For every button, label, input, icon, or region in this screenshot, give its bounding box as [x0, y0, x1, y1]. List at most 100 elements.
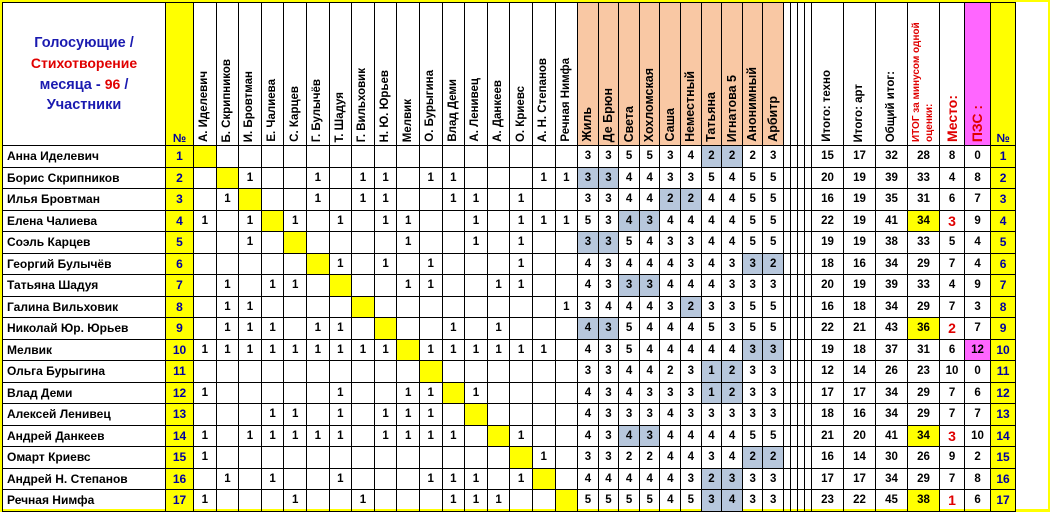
judge-score-cell: 5 [741, 424, 764, 447]
judge-header: Игнатова 5 [721, 2, 743, 146]
self-vote-cell [215, 166, 240, 189]
judge-score-cell: 3 [741, 274, 764, 297]
vote-cell [215, 446, 240, 469]
judge-header: Неместный [680, 2, 702, 146]
title-line-1: Голосующие / [34, 35, 134, 51]
vote-cell [193, 166, 217, 189]
judge-score-cell: 5 [577, 209, 599, 232]
voter-name: Влад Деми [446, 79, 459, 142]
totals-header-label: ИТОГ за минусом одной оценки: [910, 22, 935, 142]
participant-name: Борис Скрипников [2, 166, 166, 189]
participant-name: Илья Бровтман [2, 188, 166, 211]
judge-score-cell: 4 [577, 338, 599, 361]
place: 4 [939, 274, 966, 297]
judge-score-cell: 4 [721, 209, 743, 232]
judge-score-cell: 4 [659, 446, 682, 469]
judge-score-cell: 1 [700, 360, 723, 383]
row-number-right: 1 [990, 145, 1017, 168]
table-row: Николай Юр. Юрьев 9 1 1 1 1 1 1 1 4 3 5 4 4 4 5 3 5 5 22 21 4… [2, 317, 1017, 340]
vote-cell: 1 [305, 424, 330, 447]
table-row: Борис Скрипников 2 1 1 1 1 1 1 1 1 3 3 4 4 3 3 5 4 5 5 20 19 3… [2, 166, 1017, 189]
vote-cell: 1 [328, 381, 353, 404]
voter-header: Т. Шадуя [328, 2, 353, 146]
voter-header: А. Иделевич [193, 2, 217, 146]
judge-score-cell: 4 [618, 360, 640, 383]
row-number-right: 12 [990, 381, 1017, 404]
spacer-cell [790, 338, 799, 361]
total-art: 20 [843, 424, 877, 447]
judge-score-cell: 3 [762, 274, 785, 297]
vote-cell [215, 424, 240, 447]
vote-cell [509, 403, 533, 426]
vote-cell: 1 [328, 338, 353, 361]
pzs: 12 [964, 338, 992, 361]
vote-cell [531, 145, 556, 168]
vote-cell [328, 188, 353, 211]
judge-score-cell: 3 [700, 403, 723, 426]
judge-score-cell: 3 [680, 166, 702, 189]
vote-cell [351, 424, 375, 447]
participant-name: Омарт Криевс [2, 446, 166, 469]
totals-header-label: Общий итог: [885, 70, 898, 142]
total-art: 19 [843, 209, 877, 232]
spacer-cell [797, 446, 806, 469]
judge-score-cell: 4 [721, 338, 743, 361]
vote-cell [373, 360, 398, 383]
vote-cell [486, 467, 511, 490]
row-number: 6 [165, 252, 194, 275]
number-header: № [165, 2, 194, 146]
vote-cell [260, 446, 285, 469]
vote-cell: 1 [238, 231, 262, 254]
vote-cell: 1 [441, 317, 466, 340]
judge-header: Света [618, 2, 640, 146]
place: 10 [939, 360, 966, 383]
vote-cell [373, 489, 398, 512]
vote-cell: 1 [464, 467, 488, 490]
judge-name: Игнатова 5 [724, 74, 739, 142]
vote-cell [305, 403, 330, 426]
row-number: 2 [165, 166, 194, 189]
total-overall: 41 [875, 209, 909, 232]
place: 7 [939, 381, 966, 404]
vote-cell [396, 145, 420, 168]
spacer-cell [783, 145, 792, 168]
total-art: 16 [843, 252, 877, 275]
total-minus-one: 31 [907, 338, 941, 361]
vote-cell: 1 [238, 317, 262, 340]
judge-score-cell: 4 [659, 424, 682, 447]
judge-score-cell: 4 [659, 403, 682, 426]
vote-cell [328, 166, 353, 189]
judge-score-cell: 4 [680, 446, 702, 469]
table-row: Речная Нимфа 17 1 1 1 1 1 1 5 5 5 5 4 5 3 4 3 3 23 22 45 38 1 6… [2, 489, 1017, 512]
self-vote-cell [328, 274, 353, 297]
vote-cell: 1 [283, 403, 307, 426]
judge-score-cell: 5 [762, 295, 785, 318]
judge-score-cell: 3 [721, 274, 743, 297]
vote-cell: 1 [283, 209, 307, 232]
judge-score-cell: 4 [618, 209, 640, 232]
place: 1 [939, 489, 966, 512]
row-number: 14 [165, 424, 194, 447]
judge-score-cell: 3 [597, 360, 620, 383]
self-vote-cell [509, 446, 533, 469]
totals-header-label: ПЗС : [969, 104, 986, 142]
vote-cell: 1 [215, 188, 240, 211]
vote-cell: 1 [509, 231, 533, 254]
place: 9 [939, 446, 966, 469]
vote-cell [418, 188, 443, 211]
place: 5 [939, 231, 966, 254]
spacer-cell [804, 446, 813, 469]
spacer-cell [790, 295, 799, 318]
judge-score-cell: 3 [577, 446, 599, 469]
voter-header: О. Криевс [509, 2, 533, 146]
place: 4 [939, 166, 966, 189]
vote-cell [238, 381, 262, 404]
place: 7 [939, 252, 966, 275]
judge-score-cell: 3 [597, 274, 620, 297]
spacer-cell [790, 424, 799, 447]
judge-score-cell: 3 [638, 209, 661, 232]
judge-score-cell: 4 [659, 467, 682, 490]
vote-cell: 1 [351, 489, 375, 512]
total-minus-one: 34 [907, 209, 941, 232]
vote-cell: 1 [373, 252, 398, 275]
